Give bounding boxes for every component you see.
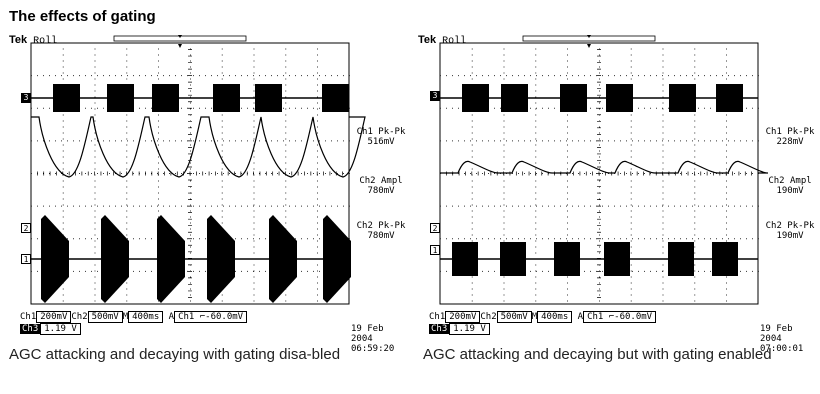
scope-brand: Tek Roll: [418, 34, 466, 47]
channel-3-burst: [152, 84, 179, 112]
trigger-marker: [587, 44, 591, 48]
channel-3-burst: [53, 84, 80, 112]
channel-3-marker: 3: [21, 93, 31, 103]
channel-3-marker: 3: [430, 91, 440, 101]
timestamp: 19 Feb 2004 06:59:20: [351, 324, 395, 354]
channel-3-burst: [560, 84, 587, 112]
channel-1-burst: [668, 242, 694, 276]
channel-1-burst: [157, 215, 185, 303]
channel-1-burst: [269, 215, 297, 303]
channel-1-burst: [712, 242, 738, 276]
channel-3-burst: [213, 84, 240, 112]
acquisition-mode: Roll: [442, 36, 467, 47]
channel-1-marker: 1: [21, 254, 31, 264]
measurement-ch2-pkpk: Ch2 Pk-Pk 780mV: [356, 221, 406, 241]
channel-2-marker: 2: [430, 223, 440, 233]
channel-3-burst: [606, 84, 633, 112]
measurement-ch1-pkpk: Ch1 Pk-Pk 516mV: [356, 127, 406, 147]
channel-1-burst: [452, 242, 478, 276]
status-row-2: Ch3 1.19 V: [429, 323, 490, 335]
channel-3-burst: [255, 84, 282, 112]
caption-right: AGC attacking and decaying but with gati…: [423, 346, 772, 363]
measurement-ch1-pkpk: Ch1 Pk-Pk 228mV: [765, 127, 815, 147]
trigger-marker: [178, 44, 182, 48]
channel-2-waveform: [440, 160, 769, 174]
timestamp: 19 Feb 2004 07:00:01: [760, 324, 804, 354]
channel-1-burst: [604, 242, 630, 276]
scope-screen: [439, 35, 769, 305]
channel-2-waveform: [31, 116, 366, 178]
channel-1-burst: [323, 215, 351, 303]
channel-3-burst: [501, 84, 528, 112]
graticule-dots: [31, 42, 350, 302]
channel-3-burst: [669, 84, 696, 112]
status-row-1: Ch1 200mV Ch2 500mV M 400ms A Ch1 ⌐-60.0mV: [429, 311, 657, 323]
channel-1-marker: 1: [430, 245, 440, 255]
trigger-marker-top: [587, 35, 591, 38]
channel-3-burst: [716, 84, 743, 112]
tek-logo: Tek: [418, 34, 437, 46]
measurement-ch2-ampl: Ch2 Ampl 190mV: [768, 176, 812, 196]
status-row-1: Ch1 200mV Ch2 500mV M 400ms A Ch1 ⌐-60.0mV: [20, 311, 248, 323]
scope-brand: Tek Roll: [9, 34, 57, 47]
tek-logo: Tek: [9, 34, 28, 46]
caption-left: AGC attacking and decaying with gating d…: [9, 346, 341, 363]
graticule-center-ticks: [30, 42, 343, 298]
scope-screen: [30, 35, 366, 305]
oscilloscope-panel-left: Tek Roll 3 2 1 Ch1 Pk-Pk 516mV Ch2 Ampl 78…: [9, 33, 409, 354]
channel-3-burst: [462, 84, 489, 112]
channel-3-burst: [322, 84, 349, 112]
measurement-ch2-pkpk: Ch2 Pk-Pk 190mV: [765, 221, 815, 241]
page-title: The effects of gating: [9, 8, 156, 25]
trigger-marker-top: [178, 35, 182, 38]
oscilloscope-panel-right: Tek Roll 3 2 1 Ch1 Pk-Pk 228mV Ch2 Ampl 19…: [418, 33, 818, 354]
channel-3-burst: [107, 84, 134, 112]
graticule-dots: [440, 42, 759, 302]
channel-1-burst: [500, 242, 526, 276]
channel-1-burst: [101, 215, 129, 303]
measurement-ch2-ampl: Ch2 Ampl 780mV: [359, 176, 403, 196]
acquisition-mode: Roll: [33, 36, 58, 47]
channel-1-burst: [207, 215, 235, 303]
status-row-2: Ch3 1.19 V: [20, 323, 81, 335]
channel-2-marker: 2: [21, 223, 31, 233]
channel-1-burst: [554, 242, 580, 276]
channel-1-burst: [41, 215, 69, 303]
